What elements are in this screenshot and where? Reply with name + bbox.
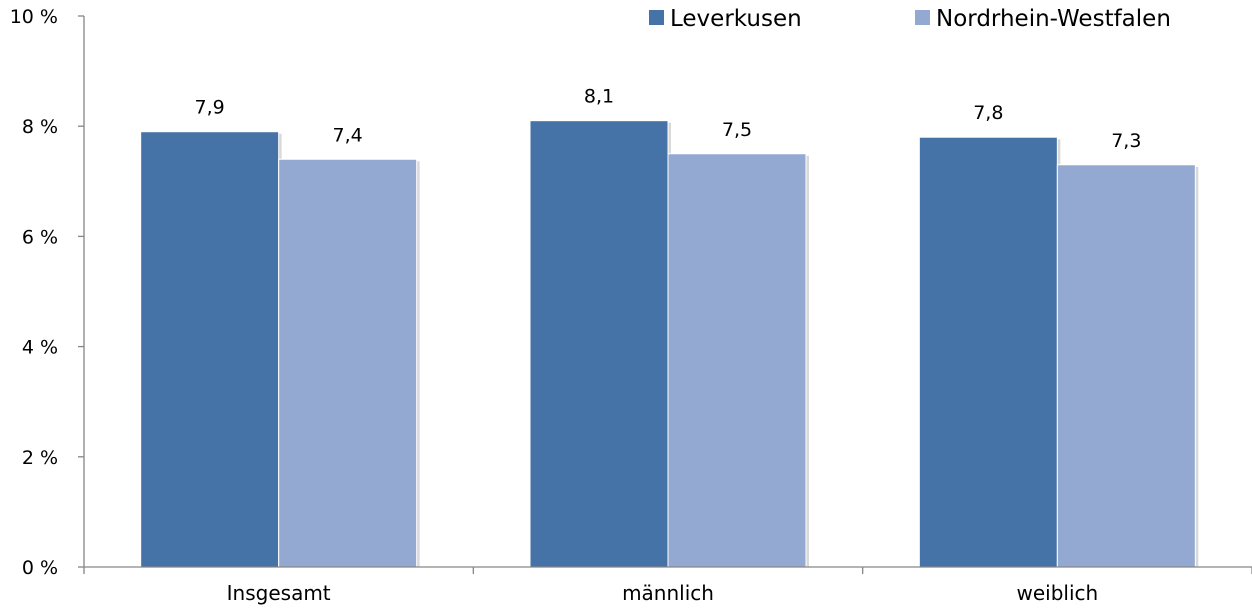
legend-swatch bbox=[649, 10, 664, 25]
bar-nordrhein-westfalen-1 bbox=[667, 153, 807, 568]
x-category-label: männlich bbox=[622, 581, 714, 605]
data-label: 8,1 bbox=[584, 86, 614, 108]
data-label: 7,3 bbox=[1111, 130, 1141, 152]
bar-nordrhein-westfalen-0 bbox=[278, 158, 418, 568]
x-category-label: Insgesamt bbox=[227, 581, 331, 605]
legend-label: Leverkusen bbox=[670, 6, 802, 32]
y-tick-label: 6 % bbox=[22, 226, 58, 248]
bar-leverkusen-0 bbox=[140, 131, 280, 568]
axes-layer bbox=[83, 16, 1252, 568]
x-category-label: weiblich bbox=[1016, 581, 1098, 605]
y-tick-label: 2 % bbox=[22, 447, 58, 469]
bar-nordrhein-westfalen-2 bbox=[1056, 164, 1196, 568]
legend: Leverkusen Nordrhein-Westfalen bbox=[649, 6, 1171, 32]
legend-swatch bbox=[915, 10, 930, 25]
data-label: 7,8 bbox=[973, 102, 1003, 124]
bars-layer bbox=[140, 120, 1199, 568]
data-label: 7,9 bbox=[195, 97, 225, 119]
bar-leverkusen-2 bbox=[918, 136, 1058, 568]
legend-label: Nordrhein-Westfalen bbox=[936, 6, 1171, 32]
bar-leverkusen-1 bbox=[529, 120, 669, 568]
ticks-layer: 0 % 2 % 4 % 6 % 8 % 10 % bbox=[10, 6, 1252, 579]
y-tick-label: 0 % bbox=[22, 557, 58, 579]
y-tick-label: 8 % bbox=[22, 116, 58, 138]
data-label: 7,5 bbox=[722, 119, 752, 141]
labels-layer: 7,9 7,4 Insgesamt 8,1 7,5 männlich 7,8 7,3 weibl… bbox=[195, 86, 1142, 605]
y-tick-label: 4 % bbox=[22, 337, 58, 359]
y-tick-label: 10 % bbox=[10, 6, 58, 28]
data-label: 7,4 bbox=[333, 124, 363, 146]
